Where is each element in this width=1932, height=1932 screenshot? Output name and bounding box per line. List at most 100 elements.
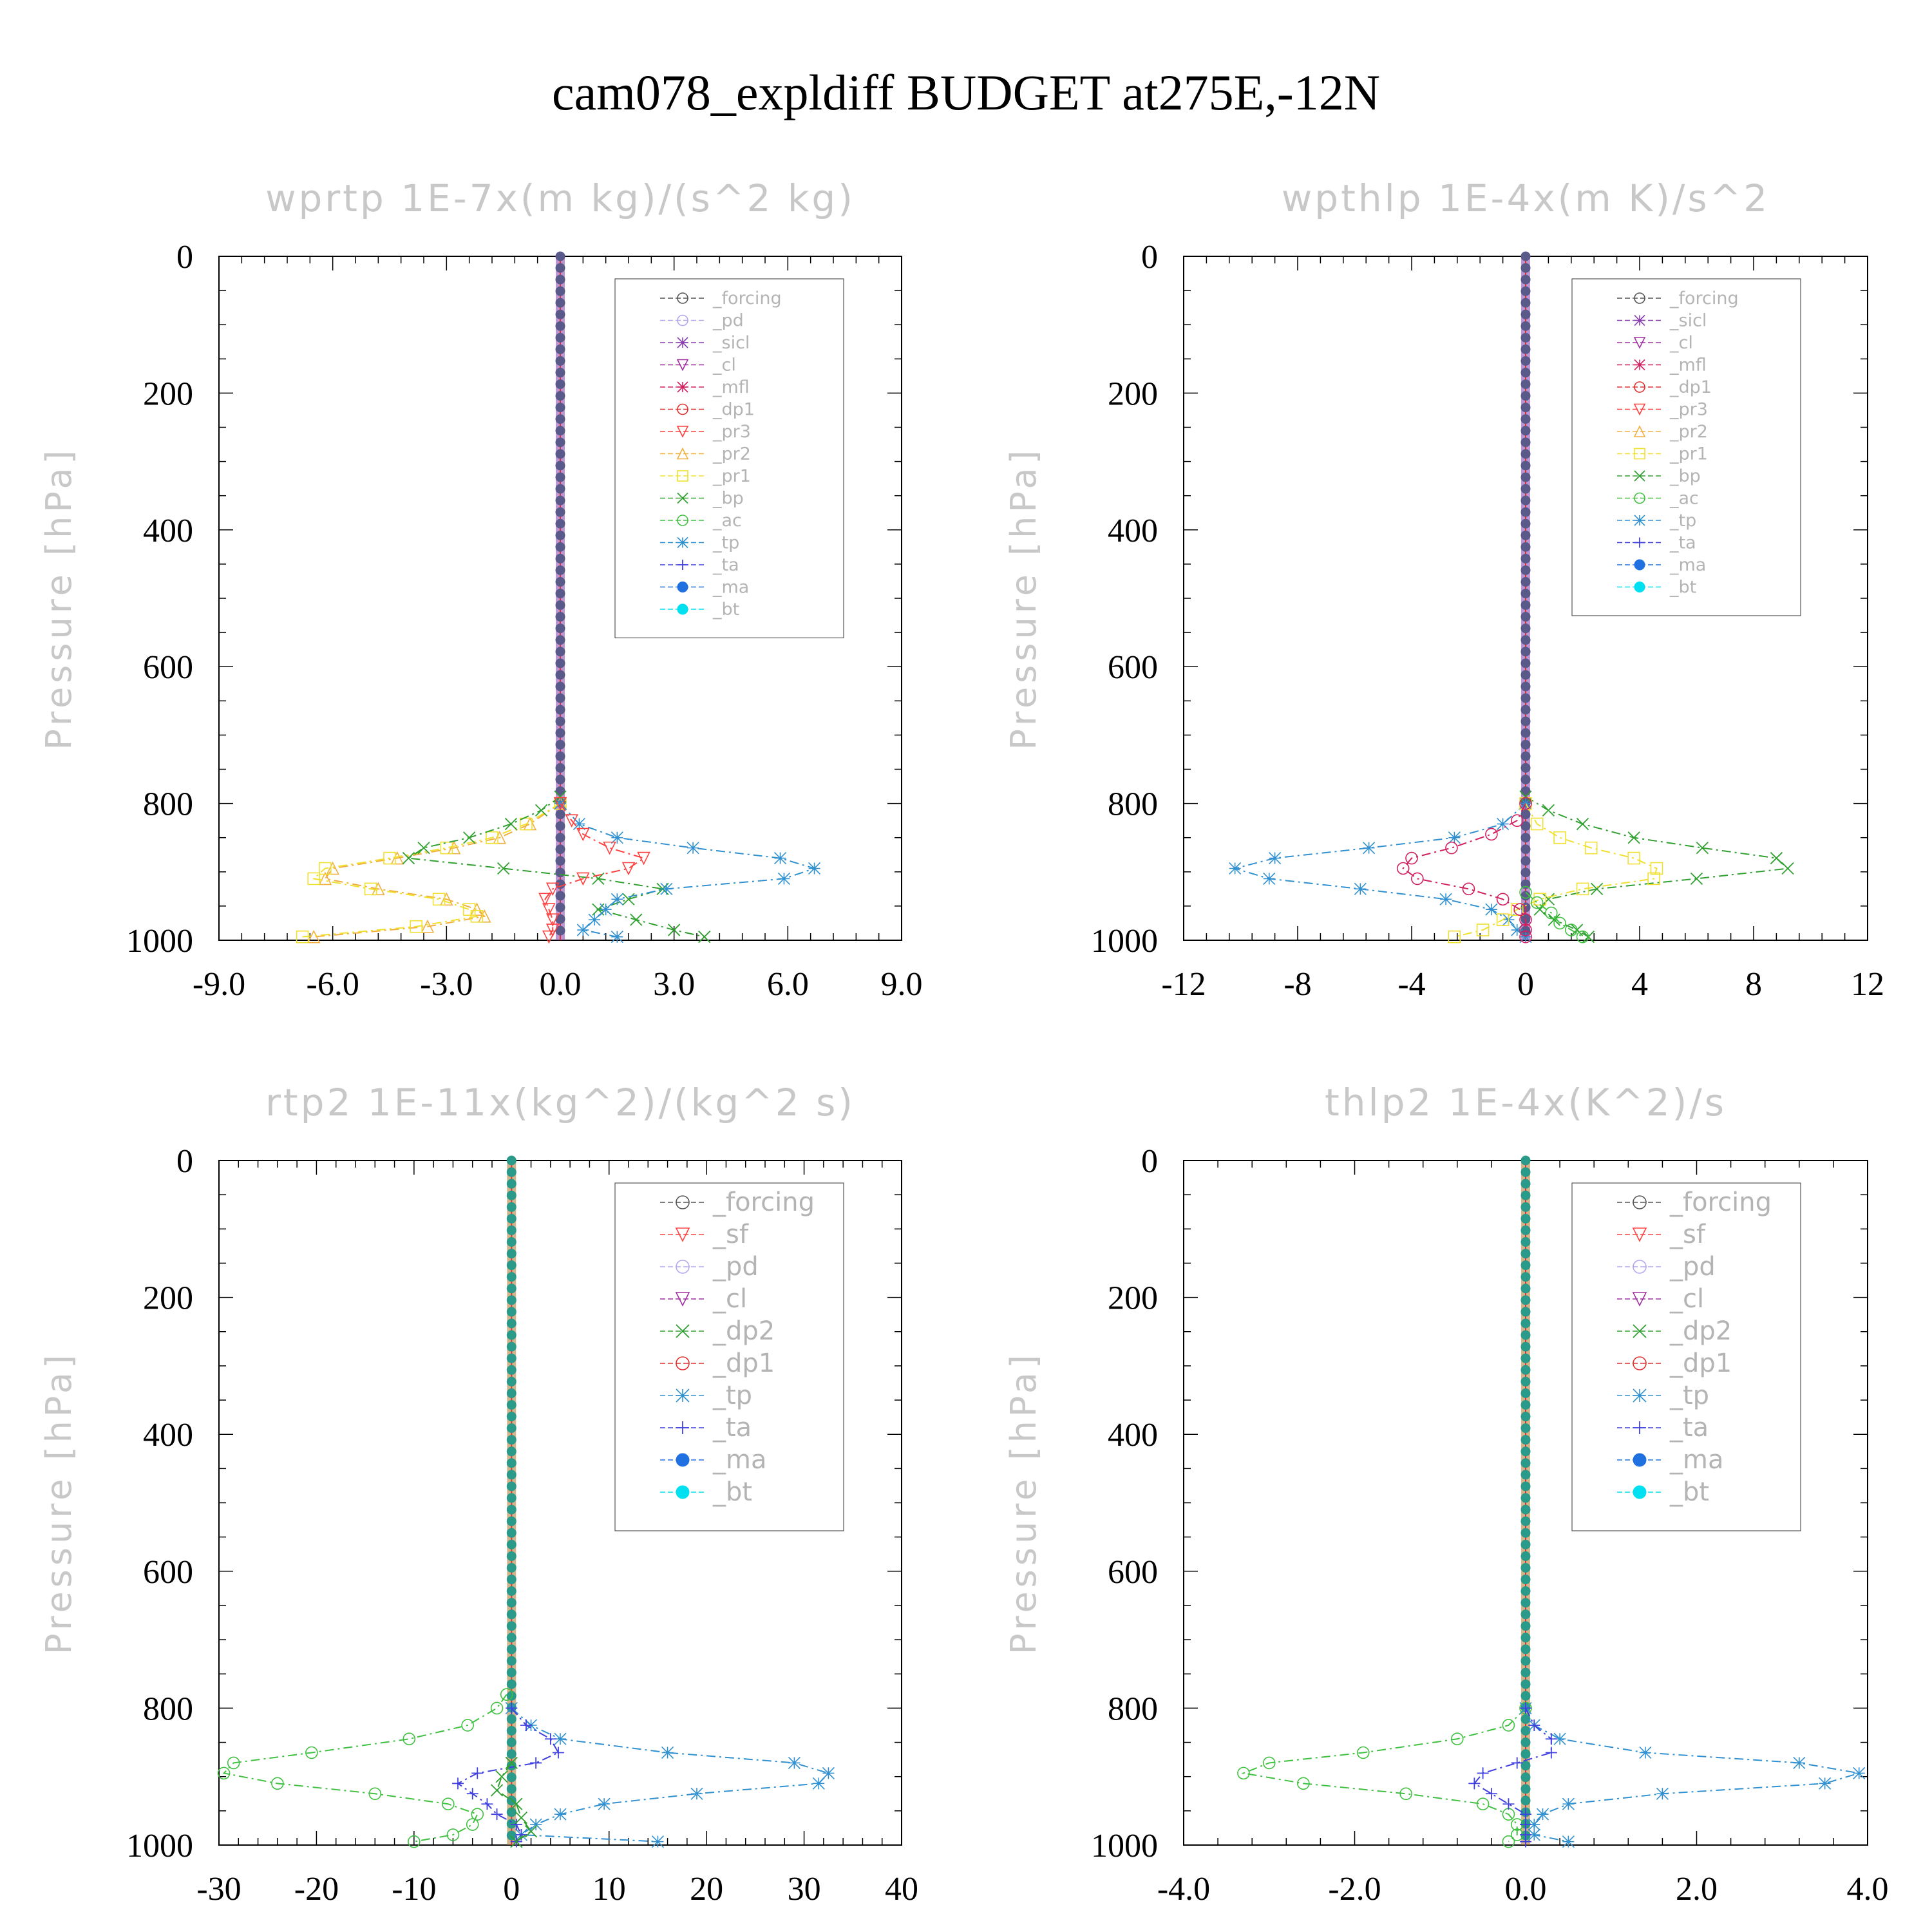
- zero-column-point: [1520, 518, 1531, 529]
- zero-column-point: [1520, 844, 1531, 855]
- data-point: [1576, 817, 1589, 831]
- legend-marker: [677, 582, 688, 592]
- zero-column-point: [1520, 1249, 1531, 1259]
- legend-marker: [1633, 1388, 1647, 1403]
- y-tick-label: 0: [176, 239, 193, 276]
- zero-column-point: [1520, 612, 1531, 622]
- y-axis-label: Pressure [hPa]: [1003, 446, 1044, 750]
- zero-column-point: [506, 1784, 516, 1794]
- data-point: [1565, 923, 1578, 936]
- y-tick-label: 200: [143, 375, 193, 412]
- zero-column-point: [1520, 1388, 1531, 1398]
- x-tick-label: 10: [592, 1871, 626, 1908]
- legend-entry: _bt: [1669, 1477, 1709, 1507]
- legend-entry: _ma: [712, 1445, 766, 1475]
- zero-column-point: [1520, 1155, 1531, 1166]
- zero-column-point: [1520, 1295, 1531, 1305]
- series-line: [302, 802, 561, 938]
- data-point: [1533, 903, 1546, 916]
- series-pr3: [538, 797, 650, 944]
- zero-column-point: [555, 472, 565, 482]
- zero-column-point: [1520, 1679, 1531, 1689]
- data-point: [1819, 1777, 1832, 1790]
- legend-marker: [1633, 1356, 1647, 1370]
- legend-entry: _ma: [1669, 555, 1706, 575]
- legend-marker: [676, 1485, 690, 1499]
- legend-marker: [676, 1260, 690, 1274]
- zero-column-point: [1520, 1225, 1531, 1235]
- y-tick-label: 0: [1141, 239, 1158, 276]
- data-point: [552, 1747, 564, 1759]
- zero-column-point: [555, 647, 565, 657]
- legend-marker: [675, 1292, 690, 1307]
- zero-column-point: [555, 693, 565, 703]
- zero-column-point: [1520, 1167, 1531, 1177]
- zero-column-point: [506, 1435, 516, 1445]
- y-tick-label: 400: [1108, 1417, 1158, 1454]
- data-point: [510, 1797, 523, 1810]
- legend-entry: _pr3: [712, 422, 751, 442]
- legend: _forcing _sicl_cl_mfl_dp1 _pr3_pr2_pr1_bp _…: [1571, 278, 1801, 616]
- x-tick-label: 4.0: [1847, 1871, 1889, 1908]
- data-point: [1513, 903, 1526, 916]
- zero-column-point: [506, 1795, 516, 1806]
- zero-column-point: [506, 1539, 516, 1549]
- x-tick-label: 2.0: [1676, 1871, 1718, 1908]
- data-point: [500, 1688, 513, 1701]
- legend-entry: _dp2: [1669, 1316, 1732, 1346]
- zero-column-point: [1520, 321, 1531, 331]
- x-tick-label: -30: [196, 1871, 241, 1908]
- data-point: [535, 804, 548, 817]
- y-tick-label: 600: [143, 1554, 193, 1591]
- data-point: [447, 840, 461, 855]
- zero-column-point: [1520, 1412, 1531, 1422]
- legend-entry: _tp: [712, 533, 739, 553]
- zero-column-point: [555, 902, 565, 913]
- zero-column-point: [1520, 1539, 1531, 1549]
- data-point: [1485, 903, 1498, 916]
- x-tick-label: 30: [788, 1871, 821, 1908]
- data-point: [529, 1818, 542, 1831]
- legend-entry: _dp1: [1669, 377, 1712, 397]
- zero-column-point: [555, 786, 565, 796]
- chart-panels: wprtp 1E-7x(m kg)/(s^2 kg) Pressure [hPa]…: [39, 176, 1889, 1908]
- zero-column-point: [506, 1575, 516, 1585]
- zero-column-point: [1520, 1738, 1531, 1748]
- data-point: [1451, 1732, 1464, 1746]
- data-point: [318, 871, 332, 886]
- data-point: [1502, 1719, 1515, 1732]
- y-tick-label: 400: [143, 1417, 193, 1454]
- zero-column-point: [555, 600, 565, 611]
- legend-marker: [677, 381, 688, 393]
- data-point: [822, 1766, 835, 1779]
- zero-column-point: [1520, 751, 1531, 761]
- zero-column-point: [1520, 298, 1531, 308]
- zero-column-point: [555, 879, 565, 889]
- zero-column-point: [506, 1679, 516, 1689]
- zero-column-point: [1520, 309, 1531, 319]
- data-point: [368, 1787, 382, 1801]
- legend-marker: [1633, 1324, 1647, 1338]
- data-point: [383, 851, 396, 865]
- legend-entry: _sf: [712, 1220, 749, 1249]
- data-point: [440, 892, 453, 906]
- zero-column-point: [1520, 867, 1531, 878]
- legend-entry: _pr1: [1669, 444, 1708, 464]
- y-axis-label: Pressure [hPa]: [39, 1351, 79, 1654]
- data-point: [1510, 903, 1524, 916]
- data-point: [1405, 851, 1418, 865]
- data-point: [545, 913, 560, 927]
- zero-column-point: [506, 1423, 516, 1434]
- data-point: [1584, 841, 1598, 855]
- data-point: [1263, 872, 1276, 885]
- data-point: [520, 817, 533, 831]
- data-point: [446, 1828, 460, 1841]
- legend-entry: _mfl: [712, 377, 750, 397]
- zero-column-point: [555, 344, 565, 354]
- legend-entry: _ac: [1669, 489, 1699, 509]
- zero-column-point: [1520, 1714, 1531, 1724]
- zero-column-point: [1520, 1772, 1531, 1783]
- data-point: [305, 1746, 318, 1759]
- zero-column-point: [506, 1819, 516, 1829]
